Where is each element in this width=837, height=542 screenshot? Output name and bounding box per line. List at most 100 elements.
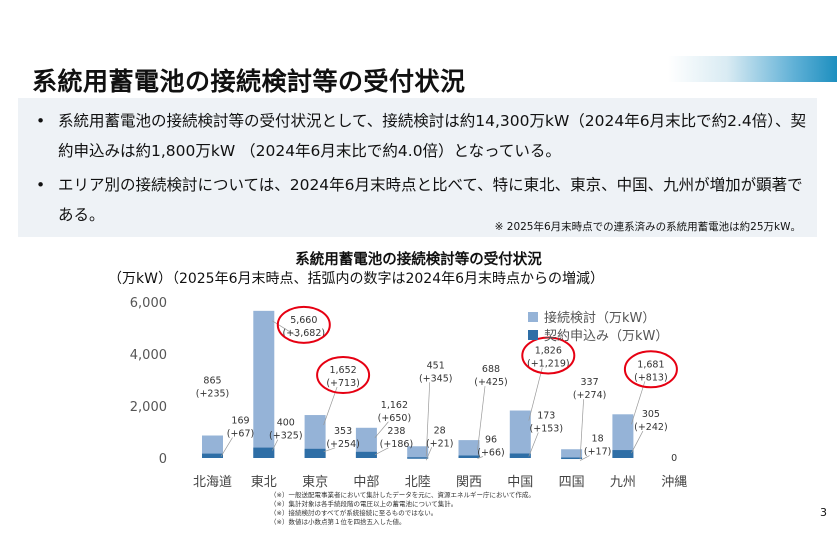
change-label-contract: (+66): [477, 448, 504, 459]
bar-connection-study: [202, 435, 223, 458]
bar-connection-study: [509, 410, 531, 458]
bar-contract-application: [407, 457, 429, 459]
connected-capacity-note: ※ 2025年6月末時点での連系済みの系統用蓄電池は約25万kW。: [494, 221, 801, 233]
x-tick-label: 中部: [353, 475, 379, 490]
label-leader-line: [272, 320, 298, 338]
value-label-connection: 1,681: [637, 359, 664, 370]
value-label-connection: 688: [482, 364, 500, 375]
legend-swatch-contract: [528, 330, 538, 340]
highlight-circle: [623, 350, 678, 389]
value-label-contract: 353: [334, 426, 352, 437]
change-label-contract: (+186): [380, 439, 414, 450]
x-tick-label: 九州: [610, 475, 636, 490]
y-tick-label: 6,000: [130, 296, 167, 311]
label-leader-line: [323, 386, 338, 426]
label-leader-line: [220, 437, 233, 457]
bullet-dot: •: [36, 112, 46, 130]
label-leader-line: [631, 430, 644, 454]
value-label-contract: 96: [485, 435, 497, 446]
x-tick-label: 関西: [456, 475, 482, 490]
value-label-contract: 0: [671, 453, 677, 464]
value-label-contract: 18: [592, 434, 604, 445]
bar-connection-study: [458, 440, 480, 458]
value-label-connection: 865: [203, 376, 221, 387]
label-leader-line: [477, 456, 484, 459]
label-leader-line: [271, 439, 279, 451]
bar-connection-study: [253, 310, 275, 458]
label-leader-line: [477, 386, 486, 451]
page-number: 3: [820, 506, 827, 519]
change-label-contract: (+242): [634, 422, 668, 433]
bar-connection-study: [407, 446, 429, 458]
change-label-connection: (+813): [634, 372, 668, 383]
value-label-contract: 169: [231, 416, 249, 427]
x-tick-label: 沖縄: [661, 475, 687, 490]
change-label-contract: (+67): [227, 429, 254, 440]
bar-connection-study: [304, 415, 326, 458]
label-leader-line: [528, 367, 543, 421]
label-leader-line: [579, 399, 584, 460]
change-label-connection: (+274): [573, 390, 607, 401]
value-label-contract: 28: [434, 425, 446, 436]
change-label-connection: (+3,682): [283, 328, 326, 339]
change-label-contract: (+254): [326, 439, 360, 450]
value-label-connection: 1,652: [329, 365, 356, 376]
legend-label-contract: 契約申込み（万kW）: [544, 329, 668, 344]
y-tick-label: 0: [159, 452, 167, 467]
label-leader-line: [579, 455, 590, 461]
x-tick-label: 北海道: [193, 475, 232, 490]
summary-bullet-text: エリア別の接続検討については、2024年6月末時点と比べて、特に東北、東京、中国…: [58, 176, 803, 224]
summary-bullet: • 系統用蓄電池の接続検討等の受付状況として、接続検討は約14,300万kW（2…: [36, 106, 806, 166]
highlight-circle: [521, 336, 576, 375]
change-label-connection: (+713): [326, 378, 360, 389]
value-label-connection: 1,162: [381, 400, 408, 411]
x-tick-label: 東北: [251, 474, 277, 490]
label-leader-line: [323, 447, 336, 453]
label-leader-line: [528, 432, 539, 457]
change-label-contract: (+21): [426, 438, 453, 449]
value-label-connection: 1,826: [535, 346, 562, 357]
x-tick-label: 東京: [302, 474, 328, 490]
x-tick-label: 四国: [559, 475, 585, 490]
x-tick-label: 北陸: [405, 474, 431, 490]
change-label-contract: (+325): [269, 431, 303, 442]
change-label-contract: (+17): [584, 447, 611, 458]
chart-title: 系統用蓄電池の接続検討等の受付状況: [295, 252, 542, 268]
value-label-contract: 173: [537, 411, 555, 422]
bar-contract-application: [561, 457, 583, 460]
change-label-contract: (+153): [530, 424, 564, 435]
highlight-circle: [316, 356, 371, 395]
value-label-connection: 451: [427, 360, 445, 371]
page-title: 系統用蓄電池の接続検討等の受付状況: [32, 67, 466, 96]
y-tick-label: 2,000: [130, 400, 167, 415]
bar-contract-application: [304, 448, 326, 458]
value-label-connection: 5,660: [290, 315, 317, 326]
highlight-circle: [276, 305, 331, 344]
footnotes: （※）一般送配電事業者において集計したデータを元に、資源エネルギー庁において作成…: [270, 491, 535, 527]
footnote: （※）一般送配電事業者において集計したデータを元に、資源エネルギー庁において作成…: [270, 491, 535, 499]
legend-label-connection: 接続検討（万kW）: [544, 310, 655, 326]
change-label-connection: (+345): [419, 373, 453, 384]
bar-contract-application: [253, 447, 275, 458]
y-tick-label: 4,000: [130, 348, 167, 363]
label-leader-line: [374, 447, 389, 456]
change-label-connection: (+1,219): [527, 359, 570, 370]
x-tick-label: 中国: [507, 475, 533, 490]
label-leader-line: [374, 421, 389, 439]
footnote: （※）数値は小数点第１位を四捨五入した値。: [270, 518, 406, 526]
bar-contract-application: [509, 453, 531, 458]
value-label-contract: 400: [277, 418, 295, 429]
legend-swatch-connection: [528, 312, 538, 322]
footnote: （※）接続検討のすべてが系統接続に至るものではない。: [270, 509, 438, 517]
bar-contract-application: [355, 451, 377, 458]
label-leader-line: [425, 382, 431, 457]
label-leader-line: [425, 447, 433, 461]
summary-bullet: • エリア別の接続検討については、2024年6月末時点と比べて、特に東北、東京、…: [36, 170, 806, 230]
summary-bullet-text: 系統用蓄電池の接続検討等の受付状況として、接続検討は約14,300万kW（202…: [58, 112, 807, 160]
value-label-connection: 337: [581, 377, 599, 388]
chart-subtitle: （万kW）（2025年6月末時点、括弧内の数字は2024年6月末時点からの増減）: [108, 271, 605, 287]
bar-connection-study: [612, 414, 634, 458]
title-accent-bar: [668, 56, 837, 82]
label-leader-line: [631, 381, 646, 425]
